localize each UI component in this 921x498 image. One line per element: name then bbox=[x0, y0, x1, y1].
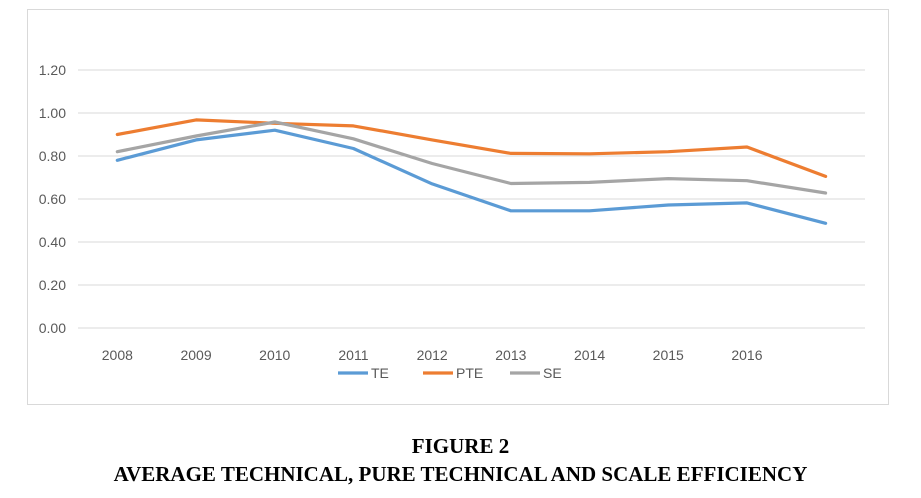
line-chart: 0.00 0.20 0.40 0.60 0.80 1.00 1.20 2008 2009 201… bbox=[39, 62, 865, 381]
series-line-te bbox=[115, 128, 828, 225]
legend: TE PTE SE bbox=[338, 365, 562, 381]
gridlines bbox=[78, 69, 865, 329]
y-tick-label: 1.00 bbox=[39, 105, 66, 121]
y-tick-label: 0.20 bbox=[39, 277, 66, 293]
x-tick-label: 2015 bbox=[653, 347, 684, 363]
y-tick-label: 0.40 bbox=[39, 234, 66, 250]
x-axis-tick-labels: 2008 2009 2010 2011 2012 2013 2014 2015 2016 bbox=[102, 347, 763, 363]
x-tick-label: 2011 bbox=[338, 347, 368, 363]
y-axis-tick-labels: 0.00 0.20 0.40 0.60 0.80 1.00 1.20 bbox=[39, 62, 66, 336]
y-tick-label: 0.80 bbox=[39, 148, 66, 164]
y-tick-label: 1.20 bbox=[39, 62, 66, 78]
series-line-pte bbox=[115, 118, 828, 178]
figure-caption: FIGURE 2 AVERAGE TECHNICAL, PURE TECHNIC… bbox=[0, 432, 921, 488]
x-tick-label: 2016 bbox=[731, 347, 762, 363]
figure-label: FIGURE 2 bbox=[411, 434, 510, 458]
x-tick-label: 2012 bbox=[417, 347, 448, 363]
y-tick-label: 0.60 bbox=[39, 191, 66, 207]
x-tick-label: 2014 bbox=[574, 347, 605, 363]
series-lines bbox=[115, 118, 828, 225]
legend-label-te: TE bbox=[371, 365, 389, 381]
x-tick-label: 2009 bbox=[180, 347, 211, 363]
legend-label-se: SE bbox=[543, 365, 562, 381]
x-tick-label: 2010 bbox=[259, 347, 290, 363]
legend-label-pte: PTE bbox=[456, 365, 483, 381]
figure-title: AVERAGE TECHNICAL, PURE TECHNICAL AND SC… bbox=[113, 462, 808, 486]
x-tick-label: 2008 bbox=[102, 347, 133, 363]
series-line-se bbox=[115, 120, 828, 195]
chart-area: 0.00 0.20 0.40 0.60 0.80 1.00 1.20 2008 2009 201… bbox=[27, 9, 889, 405]
y-tick-label: 0.00 bbox=[39, 320, 66, 336]
x-tick-label: 2013 bbox=[495, 347, 526, 363]
